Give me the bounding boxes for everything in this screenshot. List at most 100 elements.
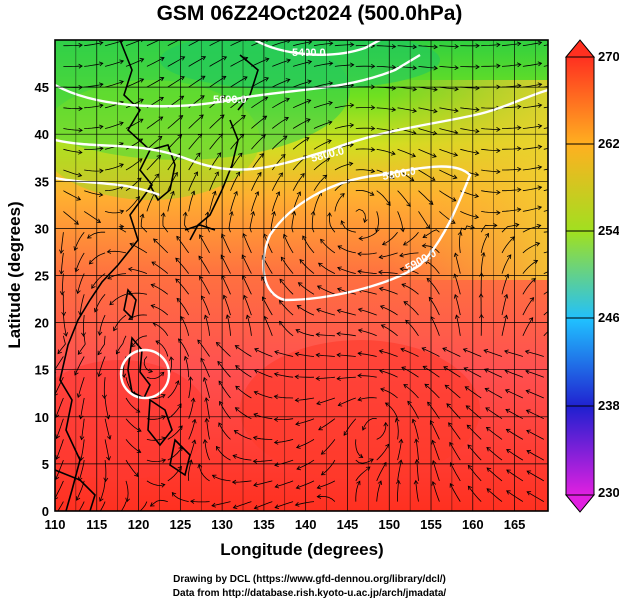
x-tick-label-120: 120 bbox=[128, 517, 150, 532]
y-tick-label-15: 15 bbox=[35, 363, 49, 378]
streamline-arrow bbox=[99, 146, 104, 152]
streamline bbox=[62, 294, 65, 316]
streamline bbox=[334, 124, 354, 129]
streamline-arrow bbox=[348, 161, 354, 167]
streamline-arrow bbox=[179, 95, 185, 100]
streamline bbox=[337, 267, 356, 274]
streamline bbox=[125, 40, 142, 47]
streamline bbox=[376, 148, 396, 155]
streamline bbox=[412, 419, 419, 440]
streamline bbox=[246, 315, 252, 336]
streamline bbox=[274, 418, 294, 420]
height-contours bbox=[55, 40, 548, 400]
streamline bbox=[292, 173, 305, 191]
streamline bbox=[251, 191, 259, 212]
streamline bbox=[228, 211, 233, 233]
streamline-arrow bbox=[297, 282, 303, 287]
streamline-arrow bbox=[506, 490, 511, 495]
x-tick-label-125: 125 bbox=[169, 517, 191, 532]
streamline-arrow bbox=[306, 118, 311, 123]
streamline-arrow bbox=[216, 152, 222, 157]
streamline bbox=[337, 245, 356, 254]
streamline bbox=[274, 395, 294, 399]
streamline bbox=[355, 208, 366, 223]
streamline bbox=[504, 370, 524, 378]
streamline bbox=[397, 148, 416, 157]
streamline-arrow bbox=[517, 187, 522, 193]
streamline-arrow bbox=[496, 42, 501, 48]
streamline bbox=[313, 121, 332, 129]
streamline bbox=[501, 208, 521, 212]
streamline-arrow bbox=[525, 369, 530, 375]
streamline bbox=[221, 275, 231, 295]
streamline-arrow bbox=[316, 484, 322, 490]
streamline bbox=[125, 418, 142, 432]
streamline-arrow bbox=[291, 210, 297, 216]
streamline-arrow bbox=[370, 105, 376, 110]
streamline-arrow bbox=[103, 477, 109, 483]
streamline bbox=[151, 261, 169, 274]
streamline-arrow bbox=[349, 102, 355, 108]
streamline bbox=[79, 294, 85, 316]
streamline bbox=[109, 293, 127, 305]
credit-drawing: Drawing by DCL (https://www.gfd-dennou.o… bbox=[173, 574, 446, 585]
streamline-arrow bbox=[253, 505, 259, 510]
colorbar-label-238: 238 bbox=[598, 398, 619, 413]
streamline-arrow bbox=[221, 75, 227, 81]
streamline bbox=[251, 77, 269, 88]
streamline bbox=[439, 148, 458, 156]
streamline bbox=[313, 174, 327, 191]
streamline-arrow bbox=[357, 373, 362, 379]
streamline bbox=[525, 370, 544, 378]
streamline-arrow bbox=[98, 103, 104, 109]
streamline bbox=[355, 481, 361, 502]
streamline-arrow bbox=[503, 314, 509, 320]
streamline bbox=[385, 402, 398, 419]
streamline-arrow bbox=[202, 439, 208, 444]
streamline-arrow bbox=[150, 304, 156, 309]
streamline bbox=[522, 260, 538, 274]
streamline bbox=[188, 114, 204, 129]
streamline bbox=[460, 128, 479, 132]
streamline-arrow bbox=[315, 332, 320, 338]
streamline-arrow bbox=[59, 291, 65, 296]
colorbar-label-230: 230 bbox=[598, 485, 619, 500]
y-tick-label-30: 30 bbox=[35, 221, 49, 236]
streamline bbox=[201, 295, 210, 316]
streamline-arrow bbox=[113, 326, 118, 332]
streamline bbox=[57, 335, 66, 354]
streamline bbox=[292, 41, 312, 47]
streamline bbox=[397, 45, 417, 48]
streamline bbox=[446, 403, 461, 419]
streamline-arrow bbox=[467, 464, 473, 470]
streamline-arrow bbox=[400, 347, 405, 353]
streamline-arrow bbox=[274, 462, 279, 467]
streamline bbox=[251, 58, 269, 67]
streamline bbox=[295, 353, 315, 357]
streamline-arrow bbox=[91, 284, 96, 289]
streamline-arrow bbox=[262, 296, 267, 301]
streamline bbox=[449, 442, 461, 461]
streamline-arrow bbox=[503, 293, 509, 299]
streamline bbox=[83, 315, 85, 337]
wind-streamlines bbox=[55, 40, 548, 511]
streamline-arrow bbox=[76, 196, 82, 201]
streamline bbox=[87, 231, 106, 239]
streamline bbox=[486, 447, 503, 461]
streamline-arrow bbox=[271, 210, 276, 216]
streamline bbox=[105, 163, 124, 171]
streamline-arrow bbox=[529, 297, 535, 302]
streamline-arrow bbox=[281, 153, 286, 159]
streamline-arrow bbox=[421, 347, 427, 352]
streamline bbox=[358, 329, 377, 337]
streamline-arrow bbox=[474, 193, 480, 199]
streamline-arrow bbox=[232, 504, 238, 510]
streamline bbox=[235, 365, 252, 378]
streamline bbox=[381, 324, 398, 337]
streamline-arrow bbox=[525, 389, 531, 394]
streamline-arrow bbox=[254, 191, 260, 196]
streamline-arrow bbox=[504, 388, 510, 394]
streamline bbox=[501, 274, 509, 295]
streamline-arrow bbox=[454, 86, 459, 92]
streamline-arrow bbox=[74, 220, 79, 225]
